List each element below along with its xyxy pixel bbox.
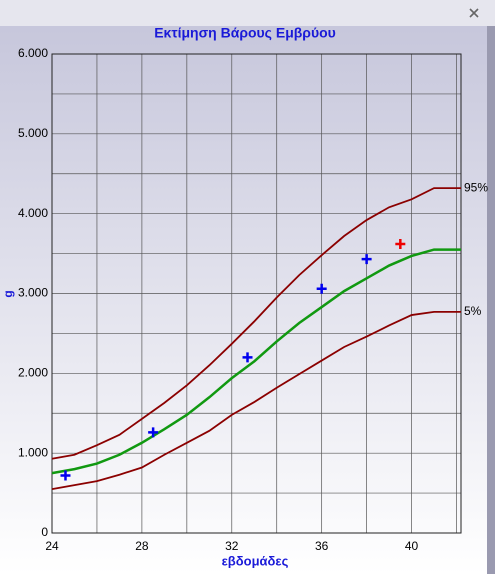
measurement-marker [60, 470, 71, 481]
y-tick-label: 6.000 [18, 46, 48, 60]
y-tick-label: 2.000 [18, 366, 48, 380]
y-tick-label: 4.000 [18, 206, 48, 220]
measurement-marker [395, 239, 406, 250]
measurement-marker [361, 254, 372, 265]
x-tick-label: 40 [405, 539, 419, 553]
y-tick-label: 5.000 [18, 126, 48, 140]
measurement-marker [242, 352, 253, 363]
percentile-line [51, 187, 461, 460]
y-tick-label: 3.000 [18, 286, 48, 300]
y-axis-label: g [1, 290, 15, 297]
close-button[interactable] [469, 8, 479, 18]
x-tick-label: 24 [45, 539, 59, 553]
y-tick-label: 1.000 [18, 445, 48, 459]
x-tick-label: 32 [225, 539, 239, 553]
percentile-line [51, 310, 461, 490]
measurement-marker [148, 427, 159, 438]
percentile-line [51, 248, 461, 475]
title-bar [0, 0, 495, 26]
chart-title: Εκτίμηση Βάρους Εμβρύου [154, 25, 336, 41]
x-tick-label: 28 [135, 539, 149, 553]
x-tick-label: 36 [315, 539, 329, 553]
measurement-marker [316, 283, 327, 294]
line-label: 95% [464, 180, 488, 194]
line-label: 5% [464, 304, 482, 318]
x-axis-label: εβδομάδες [222, 553, 289, 568]
side-bar [487, 26, 495, 574]
plot-frame [51, 53, 462, 534]
y-tick-label: 0 [41, 525, 48, 539]
